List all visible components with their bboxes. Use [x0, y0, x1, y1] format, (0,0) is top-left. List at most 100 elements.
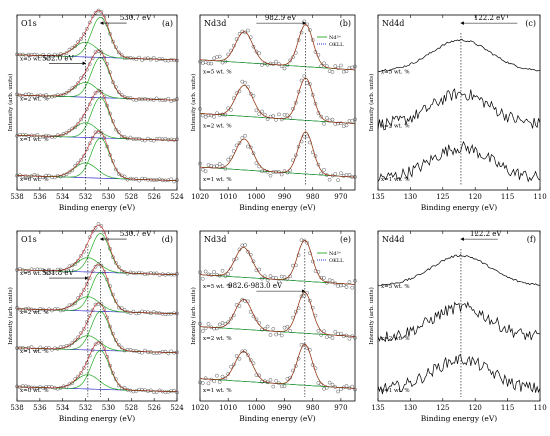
panel-f: 135 130 125 120 115 110 Binding energy (eV) Int…: [368, 230, 547, 423]
data-point: [15, 52, 19, 57]
data-point: [58, 174, 63, 179]
x-tick-label: 125: [436, 193, 449, 201]
data-point: [105, 103, 109, 108]
data-point: [151, 351, 156, 356]
fit-line: [16, 224, 177, 275]
data-point: [217, 113, 222, 117]
data-point: [117, 383, 121, 388]
data-point: [114, 261, 118, 265]
data-point: [163, 390, 168, 395]
data-point: [99, 10, 104, 14]
data-point: [114, 45, 118, 50]
data-point: [296, 253, 301, 257]
panel-letter: (d): [162, 235, 173, 244]
annotation-label: 122.2 eV: [470, 230, 502, 238]
data-point: [350, 285, 355, 290]
data-point: [67, 343, 72, 348]
data-point: [229, 364, 233, 369]
series-label: x=2 wt. %: [20, 97, 49, 103]
data-point: [76, 296, 80, 300]
x-tick-label: 990: [278, 404, 291, 412]
data-point: [137, 55, 141, 60]
data-point: [76, 40, 80, 44]
data-point: [47, 267, 51, 272]
spectrum-line: [377, 38, 541, 72]
data-point: [47, 95, 51, 99]
data-point: [206, 272, 211, 277]
data-point: [67, 88, 72, 93]
data-point: [146, 136, 150, 141]
data-point: [336, 66, 340, 70]
data-point: [128, 311, 133, 315]
data-point: [169, 349, 173, 354]
data-point: [146, 97, 150, 102]
fit-line: [199, 131, 356, 178]
data-point: [254, 317, 259, 322]
spectrum-line: [377, 254, 541, 287]
data-point: [206, 322, 211, 326]
data-point: [93, 264, 98, 269]
data-point: [53, 134, 57, 139]
spectrum-2: x=1 wt. %: [15, 302, 179, 356]
data-point: [58, 267, 63, 272]
data-point: [302, 19, 307, 24]
data-point: [246, 249, 250, 254]
data-point: [119, 53, 124, 57]
data-point: [291, 55, 295, 59]
annotation-label: 530.7 eV: [120, 14, 152, 22]
x-tick-label: 1010: [219, 404, 237, 412]
data-point: [215, 326, 219, 331]
data-point: [166, 351, 171, 356]
data-point: [339, 121, 343, 126]
panel-c: 135 130 125 120 115 110 Binding energy (eV) Int…: [368, 14, 547, 212]
data-point: [154, 271, 159, 276]
data-point: [316, 381, 321, 385]
data-point: [146, 350, 150, 355]
data-point: [353, 278, 357, 283]
data-point: [143, 272, 147, 277]
data-point: [64, 130, 69, 135]
data-point: [339, 63, 343, 68]
series-label: x=1 wt. %: [203, 177, 232, 183]
x-tick-label: 538: [10, 404, 23, 412]
data-point: [322, 121, 326, 126]
data-point: [175, 97, 179, 101]
legend-entry: OKLL: [329, 258, 344, 264]
x-tick-label: 1000: [247, 404, 265, 412]
data-point: [44, 133, 48, 138]
data-point: [308, 251, 312, 255]
data-point: [26, 92, 31, 96]
panel-letter: (c): [525, 19, 536, 28]
data-point: [114, 299, 118, 304]
data-point: [93, 225, 98, 230]
data-point: [223, 112, 228, 117]
data-point: [209, 61, 214, 66]
data-point: [324, 116, 329, 120]
legend: Nd³⁺OKLL: [317, 35, 344, 48]
series-label: x=5 wt. %: [381, 70, 410, 76]
data-point: [38, 93, 43, 98]
data-point: [217, 162, 222, 166]
data-point: [160, 137, 165, 142]
data-point: [99, 89, 104, 94]
component-1: [16, 137, 177, 181]
data-point: [217, 380, 222, 384]
data-point: [198, 380, 202, 385]
x-tick-label: 1020: [191, 404, 209, 412]
spectrum-1: x=2 wt. %: [198, 74, 357, 129]
data-point: [119, 345, 124, 350]
data-point: [90, 229, 95, 234]
data-point: [70, 381, 75, 385]
x-tick-label: 980: [306, 404, 319, 412]
data-point: [122, 269, 127, 274]
x-tick-label: 120: [469, 404, 482, 412]
spectrum-2: x=1 wt. %: [377, 354, 541, 395]
data-point: [111, 371, 115, 375]
series-label: x=1 wt. %: [203, 388, 232, 394]
data-point: [200, 329, 205, 333]
x-tick-label: 120: [469, 193, 482, 201]
series-label: x=1 wt. %: [381, 177, 410, 183]
panel-title: Nd3d: [204, 235, 226, 244]
data-point: [215, 55, 219, 59]
